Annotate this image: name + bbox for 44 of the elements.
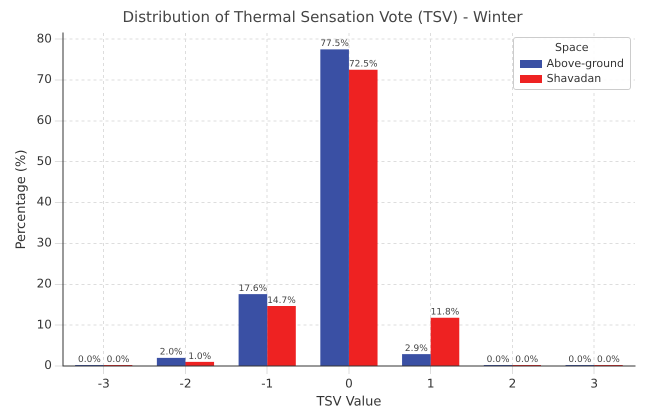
- y-tick-label: 0: [44, 358, 52, 372]
- data-label: 0.0%: [515, 354, 539, 365]
- bar: [156, 358, 186, 366]
- bar: [267, 306, 296, 366]
- data-label: 0.0%: [486, 354, 510, 365]
- data-label: 77.5%: [320, 39, 350, 50]
- x-tick-label: -3: [98, 376, 110, 390]
- x-tick-label: 3: [590, 376, 598, 390]
- data-label: 0.0%: [106, 354, 130, 365]
- y-tick-label: 80: [36, 31, 52, 46]
- data-label: 2.9%: [404, 344, 428, 354]
- x-tick-label: -2: [179, 376, 192, 390]
- data-label: 0.0%: [597, 354, 620, 365]
- bar: [185, 362, 214, 366]
- bar: [402, 354, 431, 366]
- bar: [348, 70, 378, 366]
- data-label: 11.8%: [430, 308, 460, 318]
- legend-title: Space: [554, 41, 590, 54]
- chart-title: Distribution of Thermal Sensation Vote (TSV) - Winter: [122, 8, 524, 26]
- y-tick-label: 60: [36, 112, 52, 127]
- bar: [238, 294, 268, 366]
- y-tick-label: 70: [36, 72, 52, 86]
- y-tick-label: 30: [36, 236, 52, 250]
- x-tick-label: 1: [426, 376, 434, 390]
- x-axis-title: TSV Value: [315, 394, 382, 410]
- bar: [430, 318, 460, 366]
- data-label: 0.0%: [78, 354, 102, 365]
- data-label: 0.0%: [568, 354, 592, 365]
- y-tick-label: 10: [36, 317, 52, 332]
- y-axis-title: Percentage (%): [14, 150, 30, 250]
- data-label: 2.0%: [160, 348, 184, 358]
- bar: [320, 49, 349, 366]
- x-tick-label: 0: [345, 376, 353, 390]
- legend-label: Above-ground: [546, 56, 624, 71]
- legend-label: Shavadan: [546, 71, 602, 86]
- y-tick-label: 20: [36, 276, 52, 290]
- data-label: 72.5%: [348, 60, 378, 70]
- data-label: 14.7%: [267, 296, 296, 306]
- x-tick-label: 2: [508, 376, 516, 390]
- y-tick-label: 50: [36, 154, 52, 168]
- y-tick-label: 40: [36, 194, 52, 209]
- data-label: 17.6%: [238, 284, 268, 294]
- data-label: 1.0%: [188, 352, 212, 362]
- x-tick-label: -1: [261, 376, 274, 390]
